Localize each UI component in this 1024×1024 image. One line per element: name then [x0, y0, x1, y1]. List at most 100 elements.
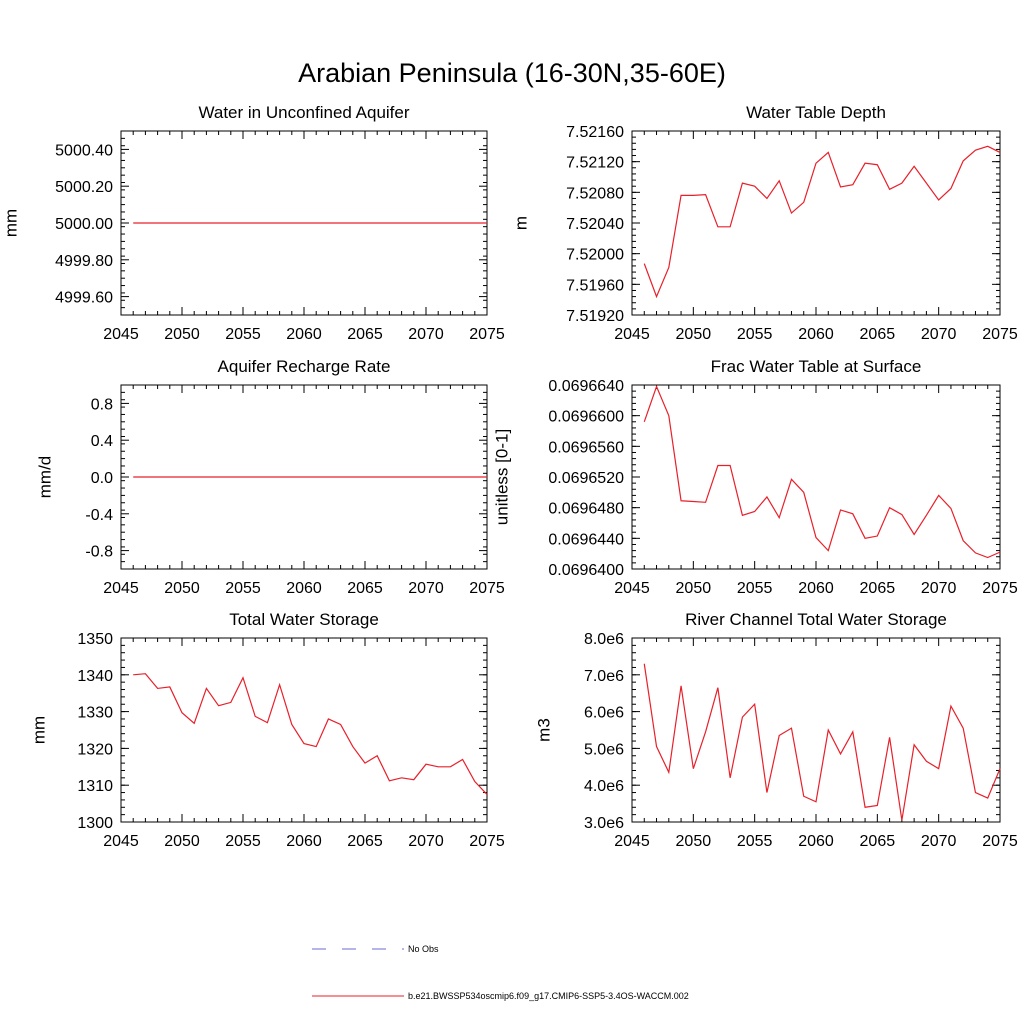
series-line [643, 145, 1001, 299]
y-tick-label: 5000.40 [55, 142, 113, 159]
y-tick-label: 0.8 [91, 396, 113, 413]
y-tick-label: 0.0 [91, 470, 113, 487]
y-tick-label: 0.0696600 [548, 409, 624, 426]
plot-frame [631, 384, 1001, 570]
x-tick-label: 2050 [676, 580, 712, 597]
panel-river-channel-total-water-storage: River Channel Total Water Storage m3 2045 2… [534, 610, 1017, 850]
series-line [133, 673, 488, 795]
x-tick-label: 2060 [286, 833, 322, 850]
y-tick-label: 1340 [77, 668, 113, 685]
x-tick-label: 2075 [982, 326, 1018, 343]
x-tick-label: 2070 [921, 833, 957, 850]
y-axis-label: mm [1, 209, 20, 237]
y-tick-label: 7.52000 [566, 247, 624, 264]
x-tick-label: 2045 [103, 833, 139, 850]
y-tick-label: 7.52160 [566, 124, 624, 141]
x-tick-label: 2075 [982, 580, 1018, 597]
panel-aquifer-recharge-rate: Aquifer Recharge Rate mm/d 2045 2050 2055 206… [35, 357, 504, 597]
x-tick-label: 2055 [225, 326, 261, 343]
x-tick-label: 2050 [164, 580, 200, 597]
y-tick-label: -0.4 [85, 507, 113, 524]
y-tick-label: 0.0696640 [548, 378, 624, 395]
y-tick-label: 0.0696480 [548, 501, 624, 518]
y-tick-label: 0.0696560 [548, 439, 624, 456]
x-tick-label: 2070 [921, 580, 957, 597]
y-tick-label: 7.52040 [566, 216, 624, 233]
y-tick-label: 5000.20 [55, 179, 113, 196]
figure-title: Arabian Peninsula (16-30N,35-60E) [298, 58, 726, 88]
y-tick-label: 0.0696520 [548, 470, 624, 487]
y-tick-label: 0.0696400 [548, 562, 624, 579]
x-tick-label: 2055 [737, 833, 773, 850]
y-tick-label: 6.0e6 [584, 705, 624, 722]
y-tick-label: 0.4 [91, 433, 113, 450]
y-tick-label: 3.0e6 [584, 815, 624, 832]
y-tick-label: 4.0e6 [584, 778, 624, 795]
legend: No Obs b.e21.BWSSP534oscmip6.f09_g17.CMI… [312, 944, 689, 1001]
x-tick-label: 2065 [347, 580, 383, 597]
x-tick-label: 2060 [798, 580, 834, 597]
y-axis-label: mm/d [35, 456, 54, 499]
y-tick-label: 7.51920 [566, 308, 624, 325]
panel-water-in-unconfined-aquifer: Water in Unconfined Aquifer mm 2045 2050 205… [1, 103, 504, 343]
x-tick-label: 2060 [286, 326, 322, 343]
y-tick-label: 7.51960 [566, 277, 624, 294]
x-tick-label: 2045 [103, 580, 139, 597]
x-tick-label: 2050 [164, 326, 200, 343]
panel-title: Aquifer Recharge Rate [218, 357, 391, 376]
panel-water-table-depth: Water Table Depth m 2045 2050 2055 2060 2065 20… [511, 103, 1017, 343]
x-tick-label: 2045 [103, 326, 139, 343]
x-tick-label: 2050 [676, 326, 712, 343]
plot-frame [631, 130, 1001, 316]
x-tick-label: 2075 [469, 833, 505, 850]
y-tick-label: 1320 [77, 741, 113, 758]
x-tick-label: 2055 [737, 580, 773, 597]
x-tick-label: 2065 [347, 326, 383, 343]
series-line [643, 384, 1001, 559]
x-tick-label: 2055 [225, 833, 261, 850]
legend-label-no-obs: No Obs [408, 944, 439, 954]
x-tick-label: 2075 [982, 833, 1018, 850]
x-tick-label: 2045 [614, 580, 650, 597]
x-tick-label: 2060 [798, 326, 834, 343]
y-axis-label: m [511, 216, 530, 230]
y-tick-label: 0.0696440 [548, 531, 624, 548]
series-line [643, 663, 1001, 821]
x-tick-label: 2050 [676, 833, 712, 850]
x-tick-label: 2065 [860, 833, 896, 850]
x-tick-label: 2070 [408, 326, 444, 343]
y-axis-label: unitless [0-1] [492, 429, 511, 525]
y-tick-label: -0.8 [85, 544, 113, 561]
panel-total-water-storage: Total Water Storage mm 2045 2050 2055 2060 206… [29, 610, 504, 850]
y-tick-label: 8.0e6 [584, 631, 624, 648]
panel-title: Water in Unconfined Aquifer [198, 103, 409, 122]
y-tick-label: 7.52120 [566, 155, 624, 172]
y-tick-label: 5000.00 [55, 216, 113, 233]
plot-grid: Water in Unconfined Aquifer mm 2045 2050 205… [1, 103, 1017, 850]
x-tick-label: 2075 [469, 326, 505, 343]
y-axis-label: m3 [534, 718, 553, 742]
x-tick-label: 2045 [614, 326, 650, 343]
x-tick-label: 2045 [614, 833, 650, 850]
y-tick-label: 7.52080 [566, 185, 624, 202]
panel-title: Water Table Depth [746, 103, 886, 122]
x-tick-label: 2065 [860, 580, 896, 597]
y-tick-label: 1300 [77, 815, 113, 832]
y-tick-label: 1330 [77, 705, 113, 722]
panel-title: Total Water Storage [229, 610, 379, 629]
y-tick-label: 1350 [77, 631, 113, 648]
y-tick-label: 5.0e6 [584, 741, 624, 758]
x-tick-label: 2065 [347, 833, 383, 850]
x-tick-label: 2070 [408, 833, 444, 850]
x-tick-label: 2070 [921, 326, 957, 343]
x-tick-label: 2050 [164, 833, 200, 850]
plot-frame [120, 637, 488, 823]
y-tick-label: 7.0e6 [584, 668, 624, 685]
x-tick-label: 2075 [469, 580, 505, 597]
x-tick-label: 2060 [286, 580, 322, 597]
x-tick-label: 2060 [798, 833, 834, 850]
panel-frac-water-table-at-surface: Frac Water Table at Surface unitless [0-1… [492, 357, 1017, 597]
legend-label-model: b.e21.BWSSP534oscmip6.f09_g17.CMIP6-SSP5… [408, 991, 689, 1001]
y-axis-label: mm [29, 716, 48, 744]
